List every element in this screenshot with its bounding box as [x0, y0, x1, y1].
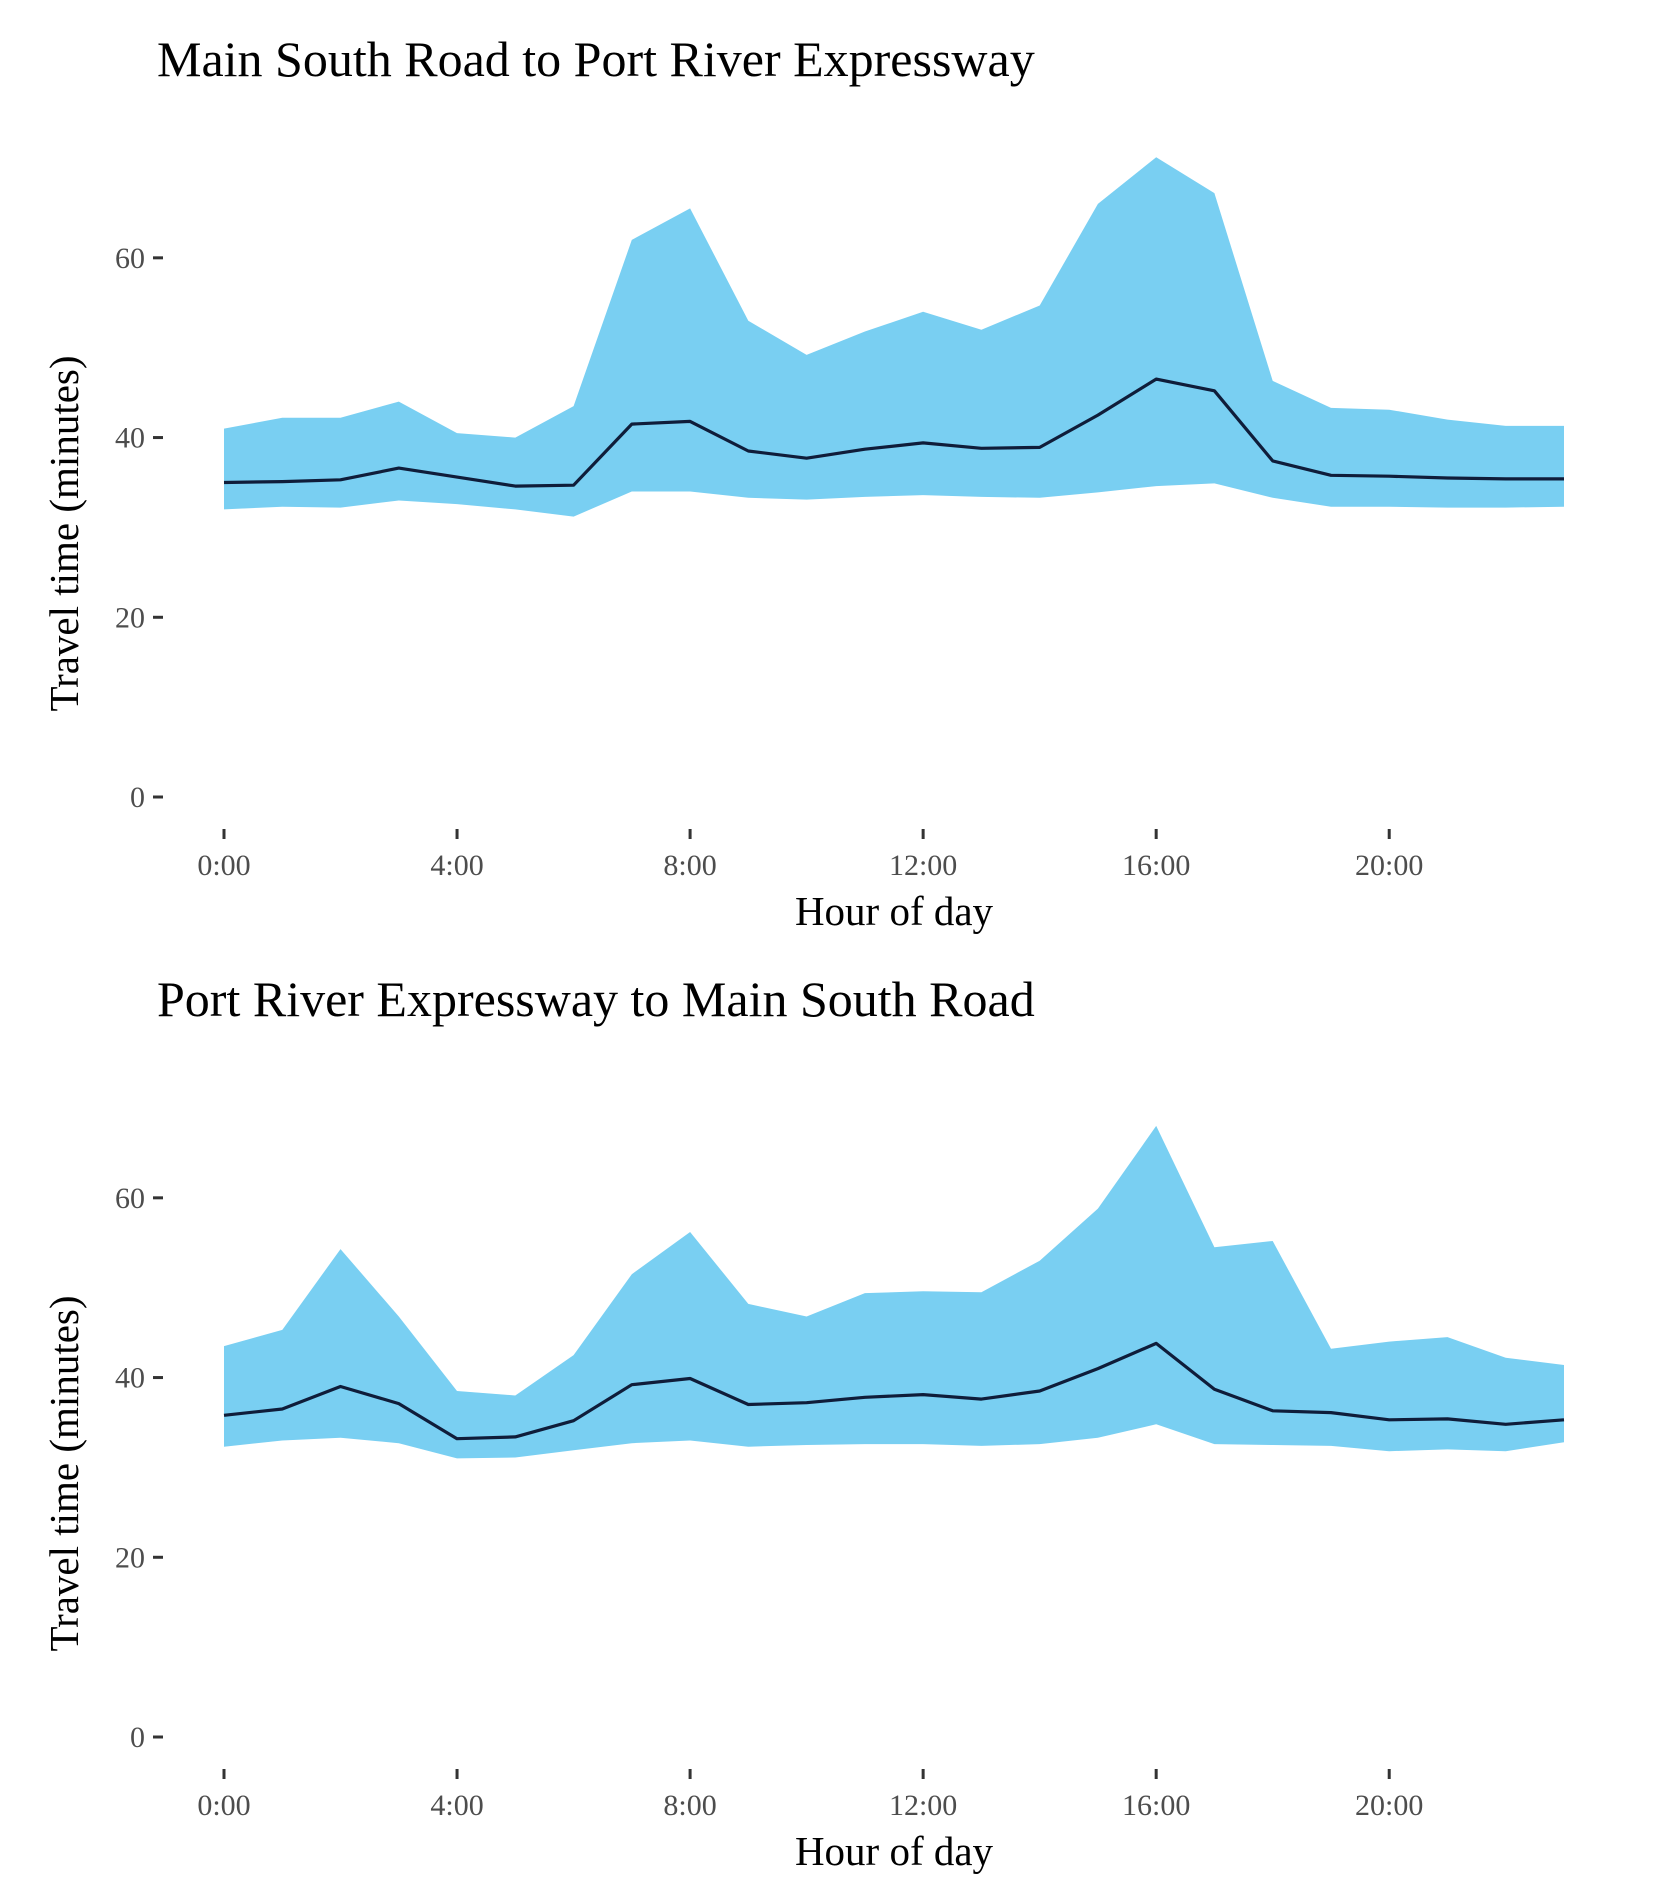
x-tick-label: 16:00 — [1122, 849, 1190, 882]
median-line — [223, 1341, 1565, 1441]
x-tick-label: 20:00 — [1355, 1789, 1423, 1822]
chart-panel-bottom: Port River Expressway to Main South Road… — [0, 940, 1653, 1880]
x-tick-label: 0:00 — [197, 849, 250, 882]
y-tick-label: 20 — [115, 1541, 145, 1574]
x-tick-label: 4:00 — [430, 1789, 483, 1822]
y-axis-title: Travel time (minutes) — [41, 355, 87, 711]
plot-area: 0 20 40 60 0:00 4:00 8:00 12:00 16:00 20:00 Hour o… — [41, 1125, 1565, 1874]
chart-title: Port River Expressway to Main South Road — [157, 971, 1035, 1027]
x-tick-label: 12:00 — [889, 849, 957, 882]
chart-panel-top: Main South Road to Port River Expressway… — [0, 0, 1653, 940]
y-tick-label: 0 — [130, 781, 145, 814]
y-tick-label: 60 — [115, 242, 145, 275]
y-tick-label: 0 — [130, 1721, 145, 1754]
x-tick-label: 4:00 — [430, 849, 483, 882]
chart-title: Main South Road to Port River Expressway — [157, 31, 1035, 87]
y-tick-label: 60 — [115, 1182, 145, 1215]
x-tick-label: 12:00 — [889, 1789, 957, 1822]
range-band-area — [224, 157, 1564, 517]
x-tick-label: 0:00 — [197, 1789, 250, 1822]
x-axis-title: Hour of day — [795, 1828, 994, 1874]
y-tick-label: 20 — [115, 601, 145, 634]
x-tick-label: 8:00 — [663, 849, 716, 882]
x-axis-title: Hour of day — [795, 888, 994, 934]
range-band-area — [224, 1125, 1564, 1459]
y-tick-label: 40 — [115, 422, 145, 455]
median-line — [223, 377, 1564, 488]
x-tick-label: 20:00 — [1355, 849, 1423, 882]
y-axis-title: Travel time (minutes) — [41, 1295, 87, 1651]
x-tick-label: 8:00 — [663, 1789, 716, 1822]
y-tick-label: 40 — [115, 1362, 145, 1395]
x-tick-label: 16:00 — [1122, 1789, 1190, 1822]
plot-area: 0 20 40 60 0:00 4:00 8:00 12:00 16:00 20:00 Hour o… — [41, 157, 1564, 934]
